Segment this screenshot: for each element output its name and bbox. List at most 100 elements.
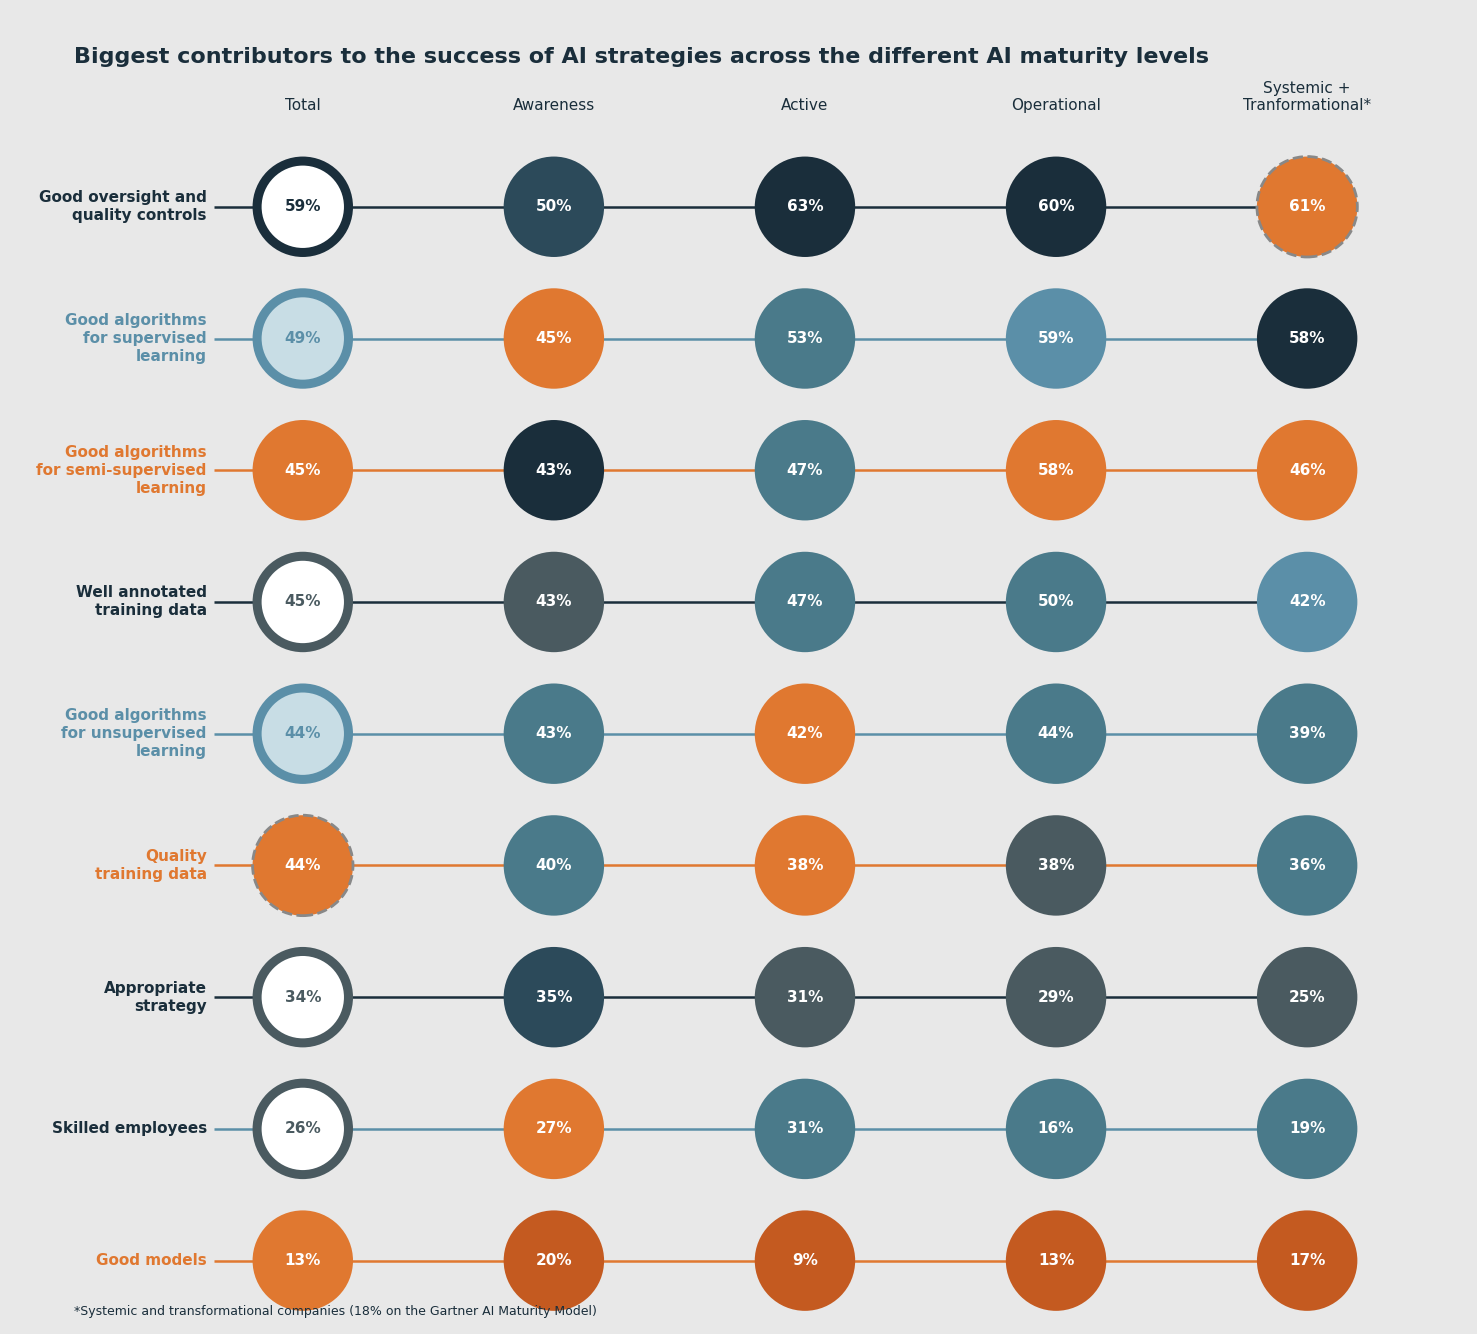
Text: 49%: 49% bbox=[285, 331, 321, 346]
Text: 46%: 46% bbox=[1289, 463, 1325, 478]
Ellipse shape bbox=[253, 156, 353, 257]
Text: 43%: 43% bbox=[536, 463, 572, 478]
Text: 26%: 26% bbox=[285, 1122, 321, 1137]
Text: Skilled employees: Skilled employees bbox=[52, 1122, 207, 1137]
Text: 40%: 40% bbox=[536, 858, 572, 872]
Ellipse shape bbox=[261, 692, 344, 775]
Ellipse shape bbox=[755, 420, 855, 520]
Text: 47%: 47% bbox=[787, 463, 823, 478]
Ellipse shape bbox=[504, 947, 604, 1047]
Text: Good algorithms
for unsupervised
learning: Good algorithms for unsupervised learnin… bbox=[62, 708, 207, 759]
Text: 31%: 31% bbox=[787, 990, 823, 1005]
Text: Total: Total bbox=[285, 99, 321, 113]
Ellipse shape bbox=[504, 1210, 604, 1311]
Text: Operational: Operational bbox=[1012, 99, 1100, 113]
Ellipse shape bbox=[755, 156, 855, 257]
Ellipse shape bbox=[1006, 1210, 1106, 1311]
Ellipse shape bbox=[504, 156, 604, 257]
Ellipse shape bbox=[1257, 420, 1357, 520]
Ellipse shape bbox=[504, 552, 604, 652]
Text: 16%: 16% bbox=[1038, 1122, 1074, 1137]
Ellipse shape bbox=[1257, 815, 1357, 915]
Ellipse shape bbox=[755, 1079, 855, 1179]
Ellipse shape bbox=[253, 420, 353, 520]
Text: 43%: 43% bbox=[536, 595, 572, 610]
Text: 43%: 43% bbox=[536, 726, 572, 742]
Text: 20%: 20% bbox=[536, 1253, 572, 1269]
Text: 59%: 59% bbox=[1038, 331, 1074, 346]
Text: 60%: 60% bbox=[1038, 199, 1074, 215]
Ellipse shape bbox=[1006, 683, 1106, 784]
Ellipse shape bbox=[1257, 683, 1357, 784]
Text: 27%: 27% bbox=[536, 1122, 572, 1137]
Ellipse shape bbox=[1257, 1210, 1357, 1311]
Text: 39%: 39% bbox=[1289, 726, 1325, 742]
Text: 19%: 19% bbox=[1289, 1122, 1325, 1137]
Text: 61%: 61% bbox=[1289, 199, 1325, 215]
Ellipse shape bbox=[1257, 552, 1357, 652]
Ellipse shape bbox=[755, 683, 855, 784]
Ellipse shape bbox=[1006, 288, 1106, 388]
Text: Active: Active bbox=[781, 99, 829, 113]
Text: 35%: 35% bbox=[536, 990, 572, 1005]
Text: 25%: 25% bbox=[1289, 990, 1325, 1005]
Text: Quality
training data: Quality training data bbox=[95, 848, 207, 882]
Ellipse shape bbox=[1257, 288, 1357, 388]
Ellipse shape bbox=[755, 288, 855, 388]
Text: 53%: 53% bbox=[787, 331, 823, 346]
Text: 9%: 9% bbox=[792, 1253, 818, 1269]
Text: 59%: 59% bbox=[285, 199, 321, 215]
Text: 38%: 38% bbox=[787, 858, 823, 872]
Text: 38%: 38% bbox=[1038, 858, 1074, 872]
Ellipse shape bbox=[253, 1079, 353, 1179]
Text: Good algorithms
for supervised
learning: Good algorithms for supervised learning bbox=[65, 313, 207, 364]
Text: 50%: 50% bbox=[1038, 595, 1074, 610]
Ellipse shape bbox=[1006, 552, 1106, 652]
Text: *Systemic and transformational companies (18% on the Gartner AI Maturity Model): *Systemic and transformational companies… bbox=[74, 1305, 597, 1318]
Text: Appropriate
strategy: Appropriate strategy bbox=[103, 980, 207, 1014]
Text: 13%: 13% bbox=[1038, 1253, 1074, 1269]
Text: Systemic +
Tranformational*: Systemic + Tranformational* bbox=[1244, 81, 1371, 113]
Ellipse shape bbox=[504, 288, 604, 388]
Ellipse shape bbox=[504, 1079, 604, 1179]
Ellipse shape bbox=[253, 1210, 353, 1311]
Ellipse shape bbox=[253, 947, 353, 1047]
Text: 31%: 31% bbox=[787, 1122, 823, 1137]
Text: 29%: 29% bbox=[1038, 990, 1074, 1005]
Text: Good algorithms
for semi-supervised
learning: Good algorithms for semi-supervised lear… bbox=[37, 444, 207, 496]
Text: 58%: 58% bbox=[1289, 331, 1325, 346]
Text: Awareness: Awareness bbox=[513, 99, 595, 113]
Ellipse shape bbox=[261, 1087, 344, 1170]
Ellipse shape bbox=[755, 1210, 855, 1311]
Ellipse shape bbox=[1257, 1079, 1357, 1179]
Ellipse shape bbox=[1257, 947, 1357, 1047]
Text: 47%: 47% bbox=[787, 595, 823, 610]
Ellipse shape bbox=[253, 683, 353, 784]
Ellipse shape bbox=[261, 165, 344, 248]
Text: 42%: 42% bbox=[1289, 595, 1325, 610]
Ellipse shape bbox=[504, 420, 604, 520]
Text: 45%: 45% bbox=[285, 463, 321, 478]
Text: 44%: 44% bbox=[285, 726, 321, 742]
Ellipse shape bbox=[1006, 156, 1106, 257]
Ellipse shape bbox=[755, 552, 855, 652]
Text: 42%: 42% bbox=[787, 726, 823, 742]
Ellipse shape bbox=[1257, 156, 1357, 257]
Text: 58%: 58% bbox=[1038, 463, 1074, 478]
Ellipse shape bbox=[253, 288, 353, 388]
Text: 36%: 36% bbox=[1289, 858, 1325, 872]
Text: 44%: 44% bbox=[1038, 726, 1074, 742]
Ellipse shape bbox=[755, 815, 855, 915]
Text: Good models: Good models bbox=[96, 1253, 207, 1269]
Text: 44%: 44% bbox=[285, 858, 321, 872]
Ellipse shape bbox=[755, 947, 855, 1047]
Text: 45%: 45% bbox=[536, 331, 572, 346]
Text: 17%: 17% bbox=[1289, 1253, 1325, 1269]
Ellipse shape bbox=[261, 560, 344, 643]
Text: 50%: 50% bbox=[536, 199, 572, 215]
Ellipse shape bbox=[504, 683, 604, 784]
Text: 13%: 13% bbox=[285, 1253, 321, 1269]
Ellipse shape bbox=[261, 956, 344, 1038]
Ellipse shape bbox=[504, 815, 604, 915]
Text: 63%: 63% bbox=[787, 199, 823, 215]
